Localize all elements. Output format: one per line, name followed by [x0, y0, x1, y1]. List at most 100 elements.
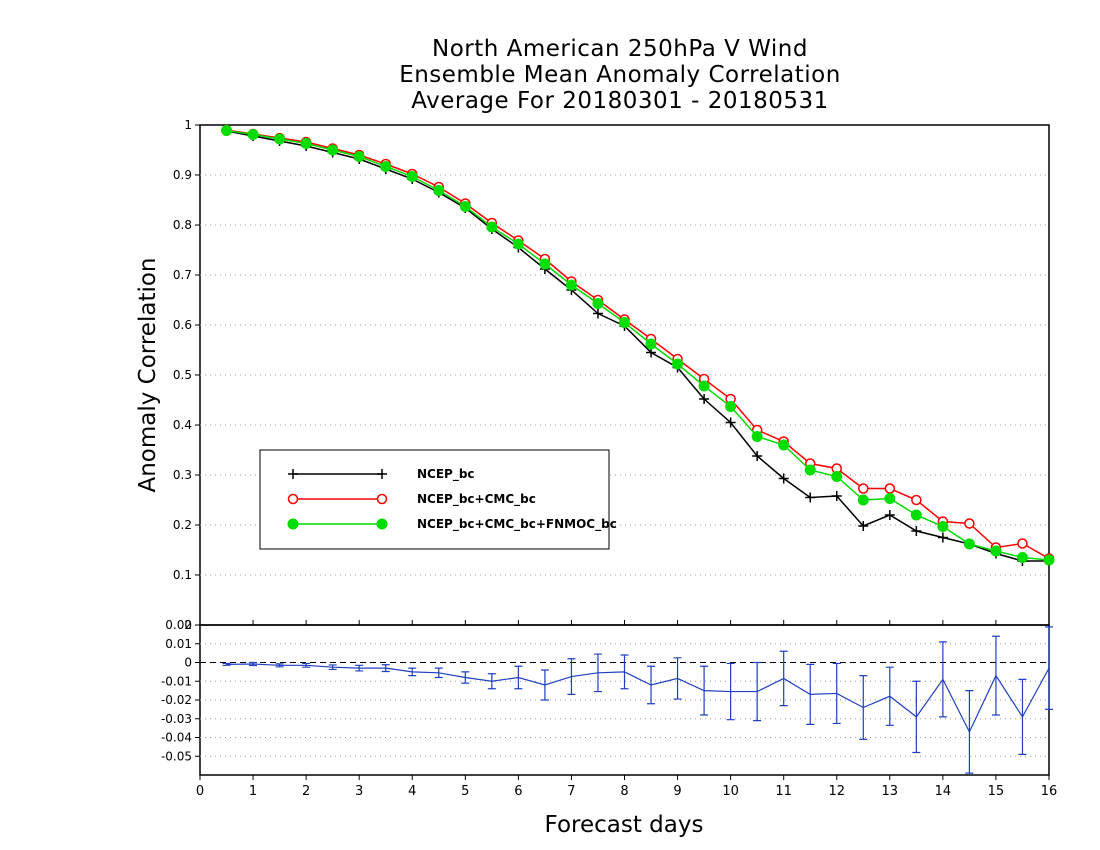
error-bar [381, 664, 390, 673]
error-bar [726, 662, 735, 721]
lower-y-tick-label: 0.01 [165, 637, 192, 651]
data-point-series-2 [565, 279, 577, 291]
data-point-series-2 [247, 129, 259, 140]
difference-line [226, 663, 1050, 734]
error-bar [434, 667, 443, 679]
error-bar [487, 673, 496, 690]
chart-title-line-1: North American 250hPa V Wind [432, 36, 808, 62]
error-bar [673, 657, 682, 700]
lower-y-tick-label: -0.03 [161, 712, 192, 726]
upper-plot-frame [199, 124, 1050, 626]
legend-label-ncep: NCEP_bc [417, 467, 475, 482]
x-tick-label: 10 [722, 784, 739, 799]
data-point-series-0 [831, 491, 842, 501]
x-axis-label: Forecast days [545, 812, 704, 838]
x-tick-label: 1 [249, 784, 257, 799]
upper-y-tick-label: 0.1 [173, 568, 192, 582]
chart-title-line-3: Average For 20180301 - 20180531 [411, 88, 829, 114]
x-tick-label: 16 [1041, 784, 1058, 799]
legend-label-ncep-cmc-fnmoc: NCEP_bc+CMC_bc+FNMOC_bc [417, 517, 617, 532]
error-bar [593, 653, 602, 693]
y-axis-label: Anomaly Correlation [135, 257, 161, 492]
data-point-series-2 [1016, 552, 1028, 563]
legend: NCEP_bc NCEP_bc+CMC_bc NCEP_bc+CMC_bc+FN… [259, 449, 617, 550]
upper-y-tick-label: 0.8 [173, 218, 192, 232]
error-bar [700, 665, 709, 716]
data-point-series-0 [805, 492, 816, 503]
data-point-series-1 [964, 518, 975, 529]
lower-y-tick-label: 0.02 [165, 618, 192, 632]
error-bar [275, 663, 284, 668]
data-point-series-1 [884, 483, 896, 494]
x-tick-label: 6 [514, 784, 522, 799]
x-tick-label: 3 [355, 784, 363, 799]
data-point-series-2 [831, 471, 843, 482]
upper-y-tick-label: 0.7 [173, 268, 192, 282]
x-tick-label: 7 [567, 784, 575, 799]
lower-plot-frame [199, 624, 1050, 776]
error-bar [1045, 626, 1053, 710]
data-point-series-2 [804, 464, 816, 476]
error-bar [620, 654, 629, 690]
lower-y-tick-label: -0.04 [161, 731, 192, 745]
data-point-series-2 [406, 171, 418, 182]
error-bar [249, 661, 258, 667]
legend-marker-end-2 [376, 518, 388, 530]
legend-marker-end-1 [376, 493, 388, 505]
axis-tick-labels: 0.1 0.2 0.3 0.4 0.5 0.6 0.7 0.8 0.9 1 0.02 0.01 0 -0.… [161, 118, 1057, 799]
lower-y-tick-label: -0.05 [161, 749, 192, 763]
upper-y-tick-label-zero: 0 [184, 618, 192, 632]
error-bar [328, 664, 337, 671]
data-point-series-2 [884, 493, 896, 504]
error-bar [1018, 678, 1027, 755]
upper-y-tick-label: 1 [184, 118, 192, 132]
data-point-series-2 [433, 185, 445, 196]
data-point-series-2 [751, 431, 763, 442]
lower-y-tick-label: -0.02 [161, 693, 192, 707]
error-bar [540, 669, 549, 701]
x-tick-label: 5 [461, 784, 469, 799]
upper-y-tick-label: 0.6 [173, 318, 192, 332]
error-bar [514, 665, 523, 690]
data-point-series-2 [486, 221, 498, 233]
error-bar [355, 664, 364, 672]
data-point-series-1 [1017, 538, 1028, 549]
data-point-series-2 [963, 538, 975, 550]
data-point-series-2 [274, 133, 286, 145]
x-tick-label: 2 [302, 784, 310, 799]
data-point-series-1 [911, 494, 922, 506]
upper-y-tick-label: 0.9 [173, 168, 192, 182]
error-bar [461, 671, 470, 684]
data-point-series-2 [937, 521, 949, 532]
data-point-series-2 [857, 494, 869, 506]
data-point-series-2 [380, 161, 392, 172]
x-tick-label: 15 [988, 784, 1005, 799]
error-bar [991, 635, 1000, 716]
data-point-series-2 [592, 298, 604, 309]
error-bar [753, 661, 762, 722]
data-point-series-0 [911, 526, 922, 536]
series-line-0 [226, 130, 1049, 562]
x-tick-label: 0 [196, 784, 204, 799]
data-point-series-0 [778, 473, 789, 484]
error-bar [806, 663, 815, 725]
error-bar [912, 680, 921, 754]
data-point-series-2 [698, 380, 710, 392]
lower-y-tick-label: -0.01 [161, 674, 192, 688]
x-tick-label: 8 [620, 784, 628, 799]
data-point-series-1 [858, 483, 869, 494]
legend-marker-start-0 [288, 469, 298, 479]
data-point-series-2 [539, 258, 551, 270]
data-point-series-2 [672, 358, 684, 370]
lower-y-tick-label: 0 [184, 656, 192, 670]
data-point-series-2 [1043, 554, 1055, 566]
data-point-series-0 [725, 417, 736, 428]
error-bar [885, 666, 894, 726]
data-point-series-2 [327, 144, 339, 156]
x-tick-label: 13 [882, 784, 899, 799]
error-bar [302, 662, 311, 668]
data-point-series-0 [592, 308, 603, 319]
upper-y-tick-label: 0.3 [173, 468, 192, 482]
data-point-series-0 [884, 510, 895, 520]
